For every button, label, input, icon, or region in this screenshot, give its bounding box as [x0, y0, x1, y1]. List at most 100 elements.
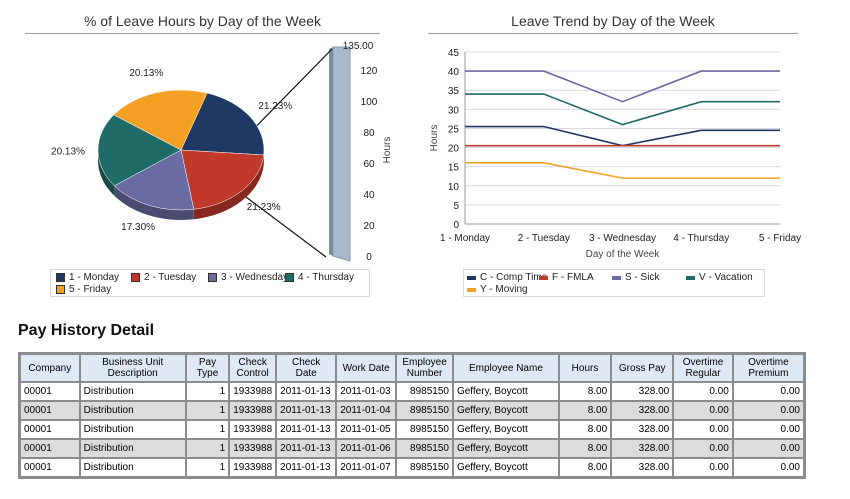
pay-history-table: Company Business Unit Description Pay Ty…: [18, 352, 806, 479]
y-tick-label: 15: [448, 163, 460, 174]
series-line-sick[interactable]: [465, 70, 780, 103]
y-tick-label: 45: [448, 48, 460, 59]
cell-check-control: 1933988: [229, 382, 277, 401]
scale-tick-label: 120: [361, 66, 378, 77]
line-legend-item-vacation: V - Vacation: [686, 272, 753, 283]
cell-pay-type: 1: [185, 458, 230, 477]
y-axis-title: Hours: [429, 125, 440, 152]
column-header-work-date[interactable]: Work Date: [336, 354, 397, 382]
series-line-vacation[interactable]: [465, 93, 780, 126]
table-row[interactable]: 00001 Distribution 1 1933988 2011-01-13 2011-…: [20, 420, 804, 439]
cell-work-date: 2011-01-05: [336, 420, 397, 439]
scale-tick-label: 80: [363, 128, 375, 139]
scale-tick-label: 40: [363, 190, 375, 201]
cell-hours: 8.00: [558, 382, 612, 401]
column-header-business-unit[interactable]: Business Unit Description: [79, 354, 186, 382]
cell-check-date: 2011-01-13: [276, 401, 337, 420]
y-tick-label: 35: [448, 86, 460, 97]
column-header-check-control[interactable]: Check Control: [229, 354, 277, 382]
scale-tick-label: 100: [361, 97, 378, 108]
cell-overtime-regular: 0.00: [673, 401, 733, 420]
pie-slice-monday[interactable]: [180, 92, 265, 156]
pie-side-wednesday: [114, 185, 194, 220]
line-chart-title: Leave Trend by Day of the Week: [511, 13, 715, 29]
cell-check-control: 1933988: [229, 439, 277, 458]
column-header-overtime-regular[interactable]: Overtime Regular: [673, 354, 733, 382]
pie-slice-tuesday[interactable]: [180, 149, 264, 210]
cell-company: 00001: [20, 439, 80, 458]
cell-hours: 8.00: [558, 420, 612, 439]
scale-tick-label: 20: [363, 221, 375, 232]
cell-check-date: 2011-01-13: [276, 420, 337, 439]
column-header-overtime-premium[interactable]: Overtime Premium: [732, 354, 804, 382]
pie-legend-item-thursday: 4 - Thursday: [285, 272, 354, 283]
table-row[interactable]: 00001 Distribution 1 1933988 2011-01-13 2011-…: [20, 439, 804, 458]
cell-overtime-premium: 0.00: [732, 439, 804, 458]
cell-gross-pay: 328.00: [611, 401, 674, 420]
pie-legend-item-wednesday: 3 - Wednesday: [208, 272, 288, 283]
line-legend-item-sick: S - Sick: [612, 272, 659, 283]
cell-check-date: 2011-01-13: [276, 439, 337, 458]
column-header-employee-name[interactable]: Employee Name: [452, 354, 559, 382]
x-tick-label: 4 - Thursday: [673, 233, 729, 244]
series-line-comp-time[interactable]: [465, 125, 780, 147]
scale-ticks: 0 20 40 60 80 100 120: [361, 66, 378, 263]
cell-check-control: 1933988: [229, 401, 277, 420]
pay-history-title: Pay History Detail: [18, 322, 155, 339]
legend-label: C - Comp Time: [480, 272, 548, 283]
cell-company: 00001: [20, 382, 80, 401]
pie-slice-wednesday[interactable]: [113, 149, 195, 211]
pie-slice-thursday[interactable]: [97, 114, 182, 187]
cell-overtime-regular: 0.00: [673, 439, 733, 458]
line-chart-title-rule: [428, 33, 798, 34]
cell-company: 00001: [20, 401, 80, 420]
table-row[interactable]: 00001 Distribution 1 1933988 2011-01-13 2011-…: [20, 458, 804, 477]
pie-chart: 135.00 0 20 40 60 80 100 120 Hours 21.23% 21.23…: [51, 41, 393, 263]
legend-swatch-fmla: [539, 275, 548, 280]
column-header-pay-type[interactable]: Pay Type: [185, 354, 230, 382]
cell-employee-name: Geffery, Boycott: [452, 382, 559, 401]
column-header-employee-number[interactable]: Employee Number: [396, 354, 453, 382]
y-tick-label: 25: [448, 124, 460, 135]
x-tick-label: 5 - Friday: [759, 233, 801, 244]
pie-side-thursday: [98, 150, 115, 196]
cell-business-unit: Distribution: [79, 401, 186, 420]
cell-overtime-regular: 0.00: [673, 382, 733, 401]
legend-label: F - FMLA: [552, 272, 594, 283]
pie-legend-item-tuesday: 2 - Tuesday: [131, 272, 196, 283]
legend-label: S - Sick: [625, 272, 660, 283]
pie-legend: 1 - Monday 2 - Tuesday 3 - Wednesday 4 -…: [50, 269, 370, 297]
cell-overtime-premium: 0.00: [732, 420, 804, 439]
cell-work-date: 2011-01-04: [336, 401, 397, 420]
cell-employee-name: Geffery, Boycott: [452, 458, 559, 477]
cell-company: 00001: [20, 458, 80, 477]
line-legend: C - Comp Time F - FMLA S - Sick V - Vaca…: [463, 269, 765, 297]
column-header-check-date[interactable]: Check Date: [276, 354, 337, 382]
table-row[interactable]: 00001 Distribution 1 1933988 2011-01-13 2011-…: [20, 382, 804, 401]
cell-work-date: 2011-01-07: [336, 458, 397, 477]
cell-hours: 8.00: [558, 401, 612, 420]
series-line-moving[interactable]: [465, 162, 780, 179]
scale-bar-side: [329, 47, 333, 256]
pie-legend-item-monday: 1 - Monday: [56, 272, 119, 283]
scale-bar-face: [332, 46, 351, 262]
cell-overtime-premium: 0.00: [732, 382, 804, 401]
cell-pay-type: 1: [185, 401, 230, 420]
y-tick-label: 0: [453, 220, 459, 231]
cell-business-unit: Distribution: [79, 458, 186, 477]
legend-swatch-tuesday: [131, 273, 140, 282]
column-header-hours[interactable]: Hours: [558, 354, 612, 382]
legend-label: 1 - Monday: [69, 272, 120, 283]
x-tick-label: 3 - Wednesday: [589, 233, 656, 244]
column-header-company[interactable]: Company: [20, 354, 80, 382]
table-row[interactable]: 00001 Distribution 1 1933988 2011-01-13 2011-…: [20, 401, 804, 420]
x-tick-label: 1 - Monday: [440, 233, 490, 244]
column-header-gross-pay[interactable]: Gross Pay: [611, 354, 674, 382]
scale-axis-label: Hours: [382, 137, 393, 164]
pie-data-label: 21.23%: [258, 101, 292, 112]
line-legend-item-comp-time: C - Comp Time: [467, 272, 547, 283]
pie-slice-friday[interactable]: [113, 89, 208, 151]
legend-label: Y - Moving: [480, 284, 528, 295]
cell-employee-name: Geffery, Boycott: [452, 420, 559, 439]
cell-gross-pay: 328.00: [611, 420, 674, 439]
